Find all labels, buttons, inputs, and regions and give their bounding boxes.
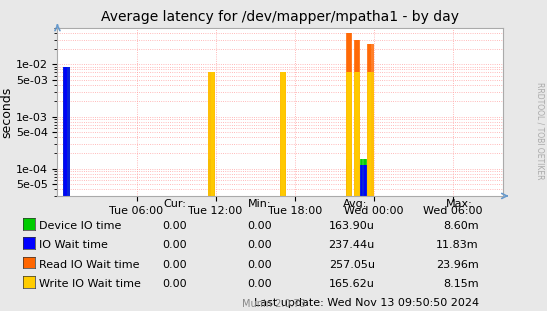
- Title: Average latency for /dev/mapper/mpatha1 - by day: Average latency for /dev/mapper/mpatha1 …: [101, 10, 459, 24]
- Y-axis label: seconds: seconds: [0, 86, 13, 137]
- Text: Last update: Wed Nov 13 09:50:50 2024: Last update: Wed Nov 13 09:50:50 2024: [253, 298, 479, 308]
- Text: 0.00: 0.00: [162, 240, 188, 250]
- Text: Munin 2.0.73: Munin 2.0.73: [242, 299, 305, 309]
- Text: Min:: Min:: [248, 199, 271, 209]
- Text: 0.00: 0.00: [247, 279, 272, 289]
- Text: 0.00: 0.00: [162, 221, 188, 231]
- Text: 0.00: 0.00: [247, 221, 272, 231]
- Text: 237.44u: 237.44u: [328, 240, 375, 250]
- Text: 0.00: 0.00: [247, 260, 272, 270]
- Text: 0.00: 0.00: [162, 260, 188, 270]
- Text: Cur:: Cur:: [164, 199, 187, 209]
- Text: Avg:: Avg:: [344, 199, 368, 209]
- Text: 0.00: 0.00: [247, 240, 272, 250]
- Text: Write IO Wait time: Write IO Wait time: [39, 279, 141, 289]
- Text: 23.96m: 23.96m: [436, 260, 479, 270]
- Text: RRDTOOL / TOBI OETIKER: RRDTOOL / TOBI OETIKER: [536, 82, 544, 179]
- Text: IO Wait time: IO Wait time: [39, 240, 108, 250]
- Text: 165.62u: 165.62u: [329, 279, 375, 289]
- Text: Read IO Wait time: Read IO Wait time: [39, 260, 140, 270]
- Text: 11.83m: 11.83m: [436, 240, 479, 250]
- Text: Max:: Max:: [446, 199, 473, 209]
- Text: Device IO time: Device IO time: [39, 221, 122, 231]
- Text: 0.00: 0.00: [162, 279, 188, 289]
- Text: 163.90u: 163.90u: [329, 221, 375, 231]
- Text: 257.05u: 257.05u: [329, 260, 375, 270]
- Text: 8.60m: 8.60m: [443, 221, 479, 231]
- Text: 8.15m: 8.15m: [443, 279, 479, 289]
